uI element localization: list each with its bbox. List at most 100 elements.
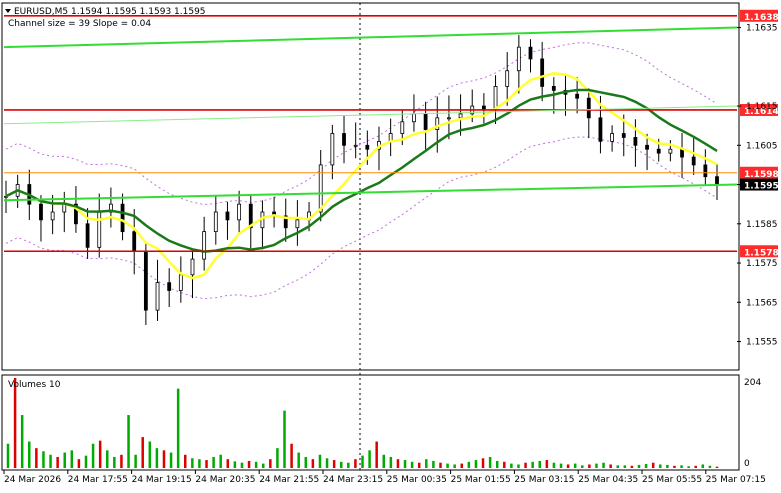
candle-body xyxy=(575,93,580,99)
envelope-lower xyxy=(5,136,718,300)
ma-fast-line xyxy=(5,72,718,280)
candle-body xyxy=(39,203,43,221)
candle-body xyxy=(412,113,416,123)
candle-body xyxy=(365,144,370,150)
candle-body xyxy=(120,203,125,233)
volume-bars xyxy=(6,378,719,468)
channel-upper-line xyxy=(3,26,738,49)
candle-body xyxy=(318,164,323,213)
candle-body xyxy=(447,117,451,120)
candle-body xyxy=(132,231,137,252)
x-tick-label: 25 Mar 00:35 xyxy=(387,475,447,485)
candle-body xyxy=(202,231,207,260)
channel-lower-line xyxy=(3,183,738,202)
candle-body xyxy=(190,258,195,276)
ma-slow-line xyxy=(5,88,718,253)
candle-body xyxy=(143,250,148,311)
candle-body xyxy=(668,148,673,154)
candle-body xyxy=(155,282,160,311)
channel-mid-line xyxy=(3,105,738,125)
candle-body xyxy=(295,219,300,229)
candle-body xyxy=(633,137,638,146)
price-level-tag xyxy=(740,166,778,179)
candle-body xyxy=(645,144,649,150)
candle-body xyxy=(167,282,172,291)
regression-channel xyxy=(3,26,738,202)
candle-body xyxy=(621,133,626,138)
candle-body xyxy=(551,86,556,91)
time-axis: 24 Mar 2026 24 Mar 17:55 24 Mar 19:15 24 Ma… xyxy=(3,470,766,485)
price-axis: 1.16351.16151.16051.15951.15851.15751.15… xyxy=(737,24,779,348)
y-tick-label: 1.1615 xyxy=(746,102,778,112)
price-level-label: 1.1578 xyxy=(744,248,779,258)
current-price-tag xyxy=(740,178,778,191)
candle-body xyxy=(423,113,428,130)
candle-body xyxy=(435,117,440,130)
x-tick-label: 25 Mar 05:55 xyxy=(642,475,702,485)
candle-body xyxy=(516,46,521,72)
volume-zero-label: 0 xyxy=(744,459,750,469)
y-tick-label: 1.1565 xyxy=(746,298,778,308)
candle-body xyxy=(493,86,498,111)
x-tick-label: 24 Mar 17:55 xyxy=(68,475,128,485)
x-tick-label: 25 Mar 07:15 xyxy=(706,475,766,485)
volume-max-label: 204 xyxy=(744,378,761,388)
x-tick-label: 24 Mar 21:55 xyxy=(259,475,319,485)
y-tick-label: 1.1555 xyxy=(746,338,778,348)
volume-panel-frame xyxy=(1,374,740,471)
moving-averages xyxy=(5,72,718,280)
x-tick-label: 25 Mar 01:55 xyxy=(451,475,511,485)
price-level-tag xyxy=(740,245,778,258)
y-tick-label: 1.1585 xyxy=(746,220,778,230)
symbol-dropdown-icon[interactable] xyxy=(5,9,11,13)
main-panel-frame xyxy=(1,2,740,371)
x-tick-label: 24 Mar 23:15 xyxy=(323,475,383,485)
volume-label: Volumes 10 xyxy=(8,380,61,390)
price-level-tag xyxy=(740,9,778,22)
candle-body xyxy=(610,133,614,142)
candle-body xyxy=(586,97,591,119)
current-price-label: 1.1595 xyxy=(744,182,779,192)
price-level-label: 1.1638 xyxy=(744,13,779,23)
candle-body xyxy=(237,203,242,221)
candle-body xyxy=(715,176,719,185)
y-tick-label: 1.1635 xyxy=(746,24,778,34)
y-tick-label: 1.1575 xyxy=(746,259,778,269)
candle-body xyxy=(598,117,603,142)
y-tick-label: 1.1605 xyxy=(746,141,778,151)
symbol-header: EURUSD,M5 1.1594 1.1595 1.1593 1.1595 xyxy=(14,7,206,17)
candle-body xyxy=(97,211,102,248)
price-level-label: 1.1598 xyxy=(744,170,779,180)
x-tick-label: 24 Mar 20:35 xyxy=(195,475,255,485)
candle-body xyxy=(283,215,288,229)
envelope-bands xyxy=(5,42,718,300)
candle-body xyxy=(74,203,78,225)
price-level-tag xyxy=(740,103,778,116)
candle-body xyxy=(353,144,358,147)
candle-body xyxy=(505,70,510,87)
x-tick-label: 24 Mar 2026 xyxy=(4,475,61,485)
candle-body xyxy=(85,223,90,248)
candle-body xyxy=(330,133,335,166)
candle-body xyxy=(50,211,55,221)
candle-body xyxy=(178,274,183,291)
price-levels: 1.1638 1.1614 1.1598 1.1578 xyxy=(4,9,779,258)
candle-body xyxy=(656,148,661,154)
envelope-upper xyxy=(5,42,718,206)
candle-body xyxy=(540,58,545,87)
x-tick-label: 25 Mar 04:35 xyxy=(578,475,638,485)
candle-body xyxy=(342,133,346,146)
candle-body xyxy=(703,164,708,178)
price-level-label: 1.1614 xyxy=(744,107,779,117)
candle-body xyxy=(213,211,218,233)
candle-body xyxy=(248,203,253,229)
channel-info: Channel size = 39 Slope = 0.04 xyxy=(8,19,151,29)
candles xyxy=(4,35,719,325)
candle-body xyxy=(225,211,230,221)
x-tick-label: 25 Mar 03:15 xyxy=(514,475,574,485)
candle-body xyxy=(458,113,463,119)
candle-body xyxy=(691,156,696,166)
candle-body xyxy=(62,203,67,213)
